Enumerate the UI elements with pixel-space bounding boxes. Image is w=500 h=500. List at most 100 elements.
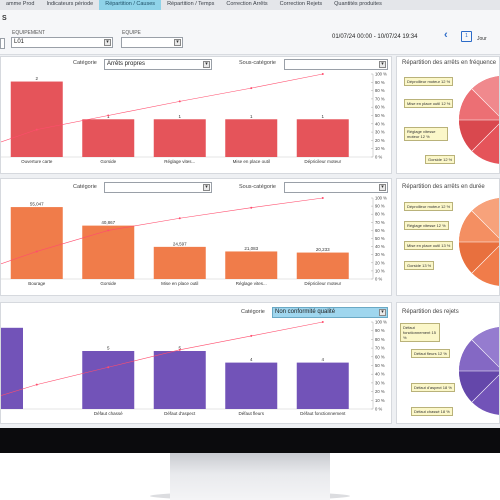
pie-slice — [472, 76, 499, 116]
pie-legend-item: Gorside 12 % — [425, 155, 456, 164]
axis-tick-label: 80 % — [375, 88, 385, 93]
tab-2[interactable]: Répartition / Causes — [99, 0, 162, 10]
pie-slice — [472, 327, 499, 367]
axis-tick-label: 10 % — [375, 398, 385, 403]
axis-tick-label: 20 % — [375, 260, 385, 265]
pie-panel-rejets: Répartition des rejets Défaut fonctionne… — [396, 302, 500, 424]
category-label: Mise en place outil — [161, 281, 198, 286]
pie-slice — [459, 120, 499, 151]
pie-legend-item: Déproilleur moteur 12 % — [404, 202, 454, 211]
pareto-line — [1, 197, 323, 265]
pareto-point — [178, 100, 181, 103]
chevron-down-icon: ▾ — [174, 39, 181, 46]
axis-tick-label: 0 % — [375, 155, 382, 160]
pareto-point — [321, 197, 324, 199]
pareto-chart-duree: 100 % 90 % 80 % 70 % 60 % 50 % 40 % 30 % 20 % 10 … — [1, 196, 387, 286]
category-label: Défaut d'aspect — [164, 411, 196, 416]
axis-tick-label: 90 % — [375, 80, 385, 85]
pie-panel-frequence: Répartition des arrêts en fréquence Dépr… — [396, 56, 500, 174]
chevron-down-icon: ▾ — [203, 184, 210, 191]
calendar-icon[interactable]: 1 — [461, 31, 472, 42]
left-cut-select[interactable] — [0, 38, 5, 49]
bar — [153, 119, 206, 157]
tab-0[interactable]: amme Prod — [6, 1, 35, 7]
axis-tick-label: 100 % — [375, 196, 387, 201]
tab-5[interactable]: Correction Rejets — [279, 1, 323, 7]
bar — [82, 225, 135, 279]
sous-categorie-label: Sous-catégorie — [239, 60, 276, 66]
categorie-select[interactable]: Non conformité qualité ▾ — [272, 307, 388, 318]
axis-tick-label: 30 % — [375, 380, 385, 385]
category-label: Ouverture carte — [21, 159, 53, 164]
chevron-down-icon: ▾ — [379, 309, 386, 316]
axis-tick-label: 0 % — [375, 407, 382, 412]
tab-4[interactable]: Correction Arrêts — [226, 1, 268, 7]
bar-value-label: 4 — [250, 357, 253, 362]
axis-tick-label: 50 % — [375, 363, 385, 368]
bar-value-label: 4 — [321, 357, 324, 362]
period-unit-label: Jour — [477, 36, 487, 42]
axis-tick-label: 30 % — [375, 130, 385, 135]
equipement-label: EQUIPEMENT — [12, 30, 46, 36]
bar — [153, 246, 206, 279]
axis-tick-label: 100 % — [375, 320, 387, 325]
category-label: Défaut chassé — [94, 411, 123, 416]
pie-divider — [471, 245, 499, 274]
date-range: 01/07/24 00:00 - 10/07/24 19:34 — [332, 34, 418, 40]
pareto-point — [250, 206, 253, 209]
axis-tick-label: 90 % — [375, 204, 385, 209]
axis-tick-label: 30 % — [375, 252, 385, 257]
previous-period-button[interactable]: ‹ — [444, 29, 448, 41]
monitor-screen: amme Prod Indicateurs période Répartitio… — [0, 0, 500, 428]
equipe-select[interactable]: ▾ — [121, 37, 183, 48]
bar — [225, 251, 278, 279]
category-label: Dépricileur moteur — [304, 281, 341, 286]
bar — [296, 362, 349, 409]
category-label: Réglage vites... — [164, 159, 195, 164]
monitor-stand — [170, 453, 330, 500]
pareto-point — [107, 229, 110, 232]
axis-tick-label: 60 % — [375, 228, 385, 233]
pie-legend-item: Défaut fleurs 12 % — [411, 349, 450, 358]
axis-tick-label: 20 % — [375, 138, 385, 143]
pie-title: Répartition des rejets — [402, 309, 459, 315]
tab-6[interactable]: Quantités produites — [334, 1, 382, 7]
bar-value-label: 20,233 — [316, 247, 330, 252]
pareto-point — [321, 321, 324, 323]
pie-legend-item: Réglage vitesse moteur 12 % — [404, 127, 448, 141]
bar — [153, 351, 206, 409]
tab-1[interactable]: Indicateurs période — [46, 1, 94, 7]
tab-3[interactable]: Répartition / Temps — [167, 1, 215, 7]
sous-categorie-select[interactable]: ▾ — [284, 59, 388, 70]
sous-categorie-select[interactable]: ▾ — [284, 182, 388, 193]
axis-tick-label: 50 % — [375, 113, 385, 118]
chevron-down-icon: ▾ — [379, 184, 386, 191]
categorie-select[interactable]: Arrêts propres ▾ — [104, 59, 212, 70]
bar-value-label: 5 — [107, 346, 110, 351]
monitor-bezel — [0, 428, 500, 453]
category-label: Gorside — [100, 159, 116, 164]
categorie-value: Arrêts propres — [107, 61, 146, 67]
axis-tick-label: 100 % — [375, 72, 387, 77]
bar-value-label: 1 — [250, 114, 253, 119]
categorie-value: Non conformité qualité — [275, 309, 336, 315]
pareto-chart-frequence: 100 %90 %80 %70 %60 %50 %40 %30 %20 %10 … — [1, 72, 387, 164]
bar-value-label: 55,047 — [30, 202, 44, 207]
category-label: Réglage vites... — [236, 281, 267, 286]
axis-tick-label: 40 % — [375, 121, 385, 126]
pareto-chart-rejets: 100 %90 %80 %70 %60 %50 %40 %30 %20 %10 … — [1, 320, 387, 416]
pareto-point — [250, 334, 253, 337]
category-label: Gorside — [100, 281, 116, 286]
categorie-select[interactable]: ▾ — [104, 182, 212, 193]
pie-slice — [459, 340, 499, 371]
bar-value-label: 1 — [178, 114, 181, 119]
bar-value-label: 2 — [35, 76, 38, 81]
pareto-line — [1, 73, 323, 143]
bar — [225, 119, 278, 157]
axis-tick-label: 70 % — [375, 220, 385, 225]
pie-divider — [471, 88, 499, 117]
axis-tick-label: 0 % — [375, 277, 382, 282]
equipement-select[interactable]: L01 ▾ — [11, 37, 113, 48]
section-title: S — [2, 15, 7, 22]
bar — [225, 362, 278, 409]
